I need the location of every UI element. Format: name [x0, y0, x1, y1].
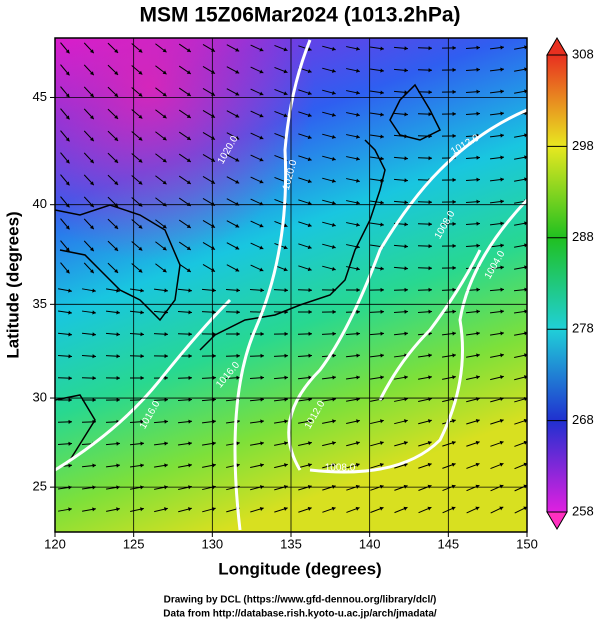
x-tick-label: 125: [123, 536, 145, 551]
y-tick-label: 45: [33, 89, 47, 104]
credit: Drawing by DCL (https://www.gfd-dennou.o…: [164, 595, 437, 606]
colorbar-tick-label: 288: [572, 229, 594, 244]
plot-area: 1020.01020.01016.01016.01012.01012.01008…: [55, 38, 528, 532]
colorbar-tick-label: 278: [572, 321, 594, 336]
x-tick-label: 145: [437, 536, 459, 551]
x-axis-label: Longitude (degrees): [218, 559, 381, 578]
colorbar-max-arrow: [547, 38, 567, 55]
y-tick-label: 25: [33, 479, 47, 494]
contour-label: 1008.0: [325, 463, 356, 474]
y-axis-label: Latitude (degrees): [3, 211, 22, 358]
x-tick-label: 135: [280, 536, 302, 551]
colorbar-tick-label: 308: [572, 46, 594, 61]
colorbar-tick-label: 298: [572, 138, 594, 153]
y-tick-label: 40: [33, 196, 47, 211]
x-tick-label: 120: [44, 536, 66, 551]
colorbar-tick-label: 268: [572, 412, 594, 427]
x-tick-label: 130: [201, 536, 223, 551]
colorbar-min-arrow: [547, 512, 567, 529]
colorbar-tick-label: 258: [572, 503, 594, 518]
x-tick-label: 150: [516, 536, 538, 551]
credit: Data from http://database.rish.kyoto-u.a…: [163, 609, 437, 620]
x-tick-label: 140: [359, 536, 381, 551]
colorbar: [547, 55, 567, 512]
title: MSM 15Z06Mar2024 (1013.2hPa): [140, 4, 461, 27]
y-tick-label: 30: [33, 389, 47, 404]
y-tick-label: 35: [33, 296, 47, 311]
